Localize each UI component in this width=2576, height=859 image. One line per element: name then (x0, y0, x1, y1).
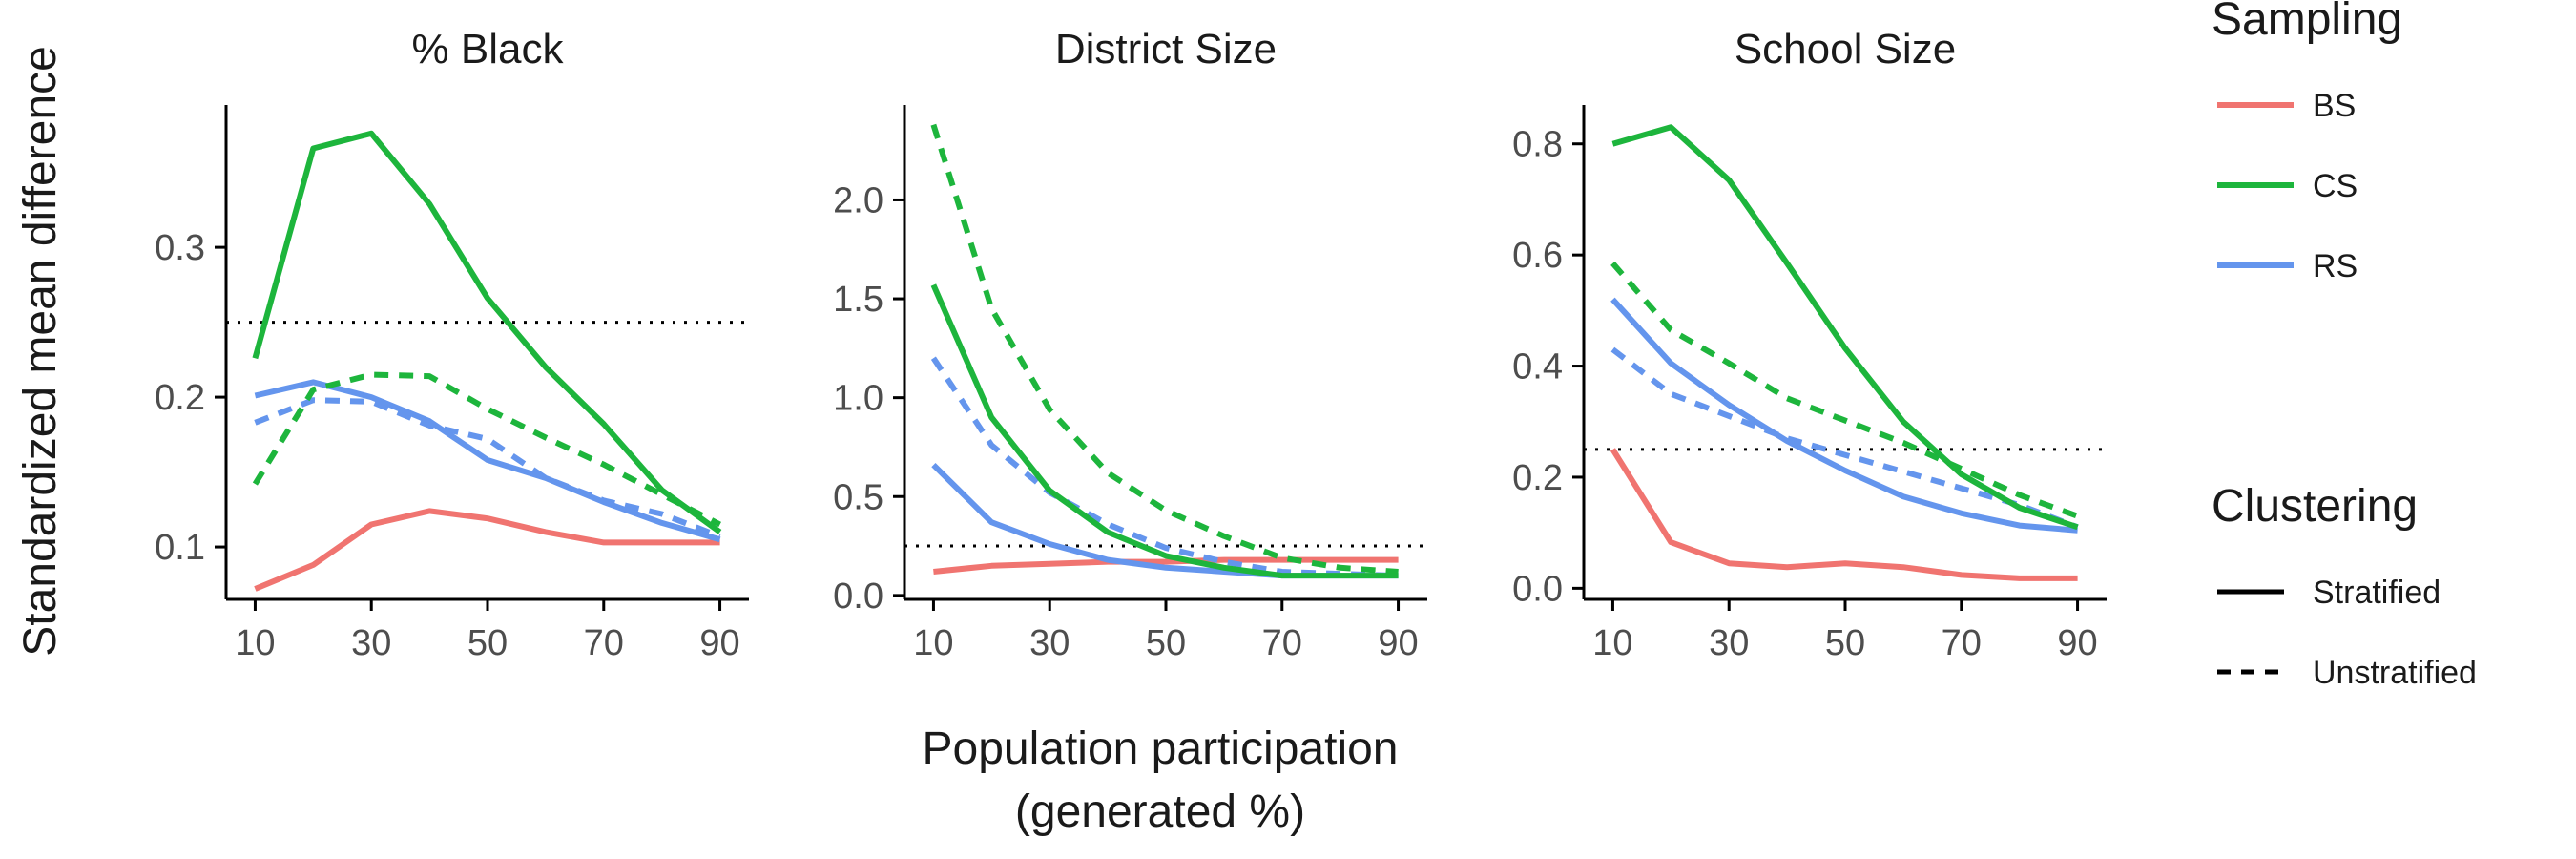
y-tick-label-black: 0.1 (155, 528, 205, 568)
series-line-black-cs-unstratified (252, 371, 721, 528)
y-tick-label-district-size: 0.5 (833, 477, 883, 517)
legend-label-unstratified: Unstratified (2313, 655, 2477, 691)
legend: Sampling BS CS RS Clustering Stratified … (2212, 0, 2477, 691)
x-tick-label-black: 10 (235, 623, 275, 663)
legend-label-stratified: Stratified (2313, 575, 2441, 611)
panel-school-size: School Size 0.0 0.2 0.4 0.6 0.8 10 30 50 70 90 (1512, 26, 2107, 663)
x-tick-label-black: 30 (351, 623, 391, 663)
x-tick-label-school-size: 90 (2057, 623, 2097, 663)
x-tick-label-district-size: 10 (913, 623, 953, 663)
y-tick-label-school-size: 0.8 (1512, 125, 1563, 165)
series-line-district-size-cs-stratified (930, 283, 1399, 579)
y-tick-label-school-size: 0.6 (1512, 236, 1563, 276)
x-axis-title-line-2: (generated %) (1015, 786, 1305, 837)
y-tick-label-school-size: 0.0 (1512, 569, 1563, 609)
y-tick-label-school-size: 0.2 (1512, 458, 1563, 498)
x-tick-label-school-size: 30 (1709, 623, 1749, 663)
x-tick-label-district-size: 30 (1029, 623, 1070, 663)
x-tick-label-school-size: 70 (1942, 623, 1982, 663)
x-tick-label-district-size: 90 (1378, 623, 1418, 663)
panel-title-school-size: School Size (1735, 26, 1956, 73)
y-tick-label-black: 0.2 (155, 378, 205, 418)
legend-label-cs: CS (2313, 168, 2358, 204)
panels: % Black 0.1 0.2 0.3 10 30 50 70 90 District Size 0… (155, 26, 2107, 663)
y-tick-label-district-size: 2.0 (833, 180, 883, 220)
y-tick-label-district-size: 1.0 (833, 379, 883, 419)
series-line-school-size-bs-stratified (1610, 448, 2078, 581)
legend-title-clustering: Clustering (2212, 481, 2418, 532)
panel-title-black: % Black (412, 26, 565, 73)
x-tick-label-district-size: 70 (1262, 623, 1302, 663)
x-tick-label-school-size: 10 (1592, 623, 1632, 663)
legend-label-rs: RS (2313, 248, 2358, 284)
series-line-school-size-cs-stratified (1611, 124, 2079, 531)
panel-title-district-size: District Size (1055, 26, 1277, 73)
series-line-black-cs-stratified (252, 130, 722, 534)
series-line-black-bs-stratified (254, 508, 720, 592)
x-tick-label-district-size: 50 (1146, 623, 1186, 663)
legend-label-bs: BS (2313, 88, 2356, 124)
y-tick-label-district-size: 1.5 (833, 280, 883, 320)
series-line-district-size-rs-unstratified (930, 356, 1399, 579)
y-tick-label-school-size: 0.4 (1512, 347, 1563, 388)
series-line-school-size-cs-unstratified (1610, 261, 2079, 519)
series-line-district-size-cs-unstratified (930, 123, 1399, 575)
series-line-district-size-bs-stratified (933, 556, 1399, 575)
panel-black: % Black 0.1 0.2 0.3 10 30 50 70 90 (155, 26, 749, 663)
series-line-school-size-rs-unstratified (1610, 346, 2079, 531)
x-tick-label-black: 90 (699, 623, 739, 663)
x-tick-label-black: 70 (584, 623, 624, 663)
x-axis-title-line-1: Population participation (922, 723, 1398, 774)
y-tick-label-black: 0.3 (155, 228, 205, 268)
y-tick-label-district-size: 0.0 (833, 576, 883, 617)
panel-district-size: District Size 0.0 0.5 1.0 1.5 2.0 10 30 50 70 90 (833, 26, 1427, 663)
x-tick-label-school-size: 50 (1825, 623, 1865, 663)
series-line-black-rs-unstratified (254, 397, 721, 539)
legend-title-sampling: Sampling (2212, 0, 2402, 45)
y-axis-title: Standardized mean difference (15, 46, 66, 657)
series-line-school-size-rs-stratified (1610, 297, 2078, 534)
x-tick-label-black: 50 (467, 623, 508, 663)
